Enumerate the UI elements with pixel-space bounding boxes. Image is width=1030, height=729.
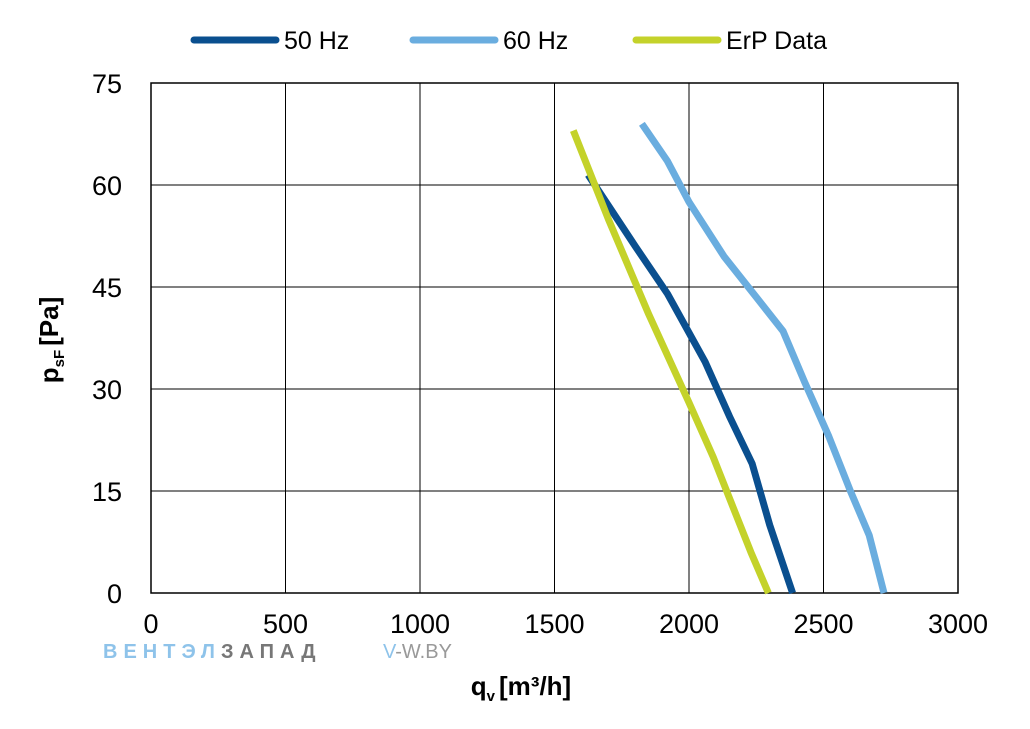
grid xyxy=(150,82,959,594)
x-axis-symbol: q xyxy=(471,671,487,701)
y-axis-unit: [Pa] xyxy=(34,297,64,346)
x-tick-label: 500 xyxy=(263,609,308,639)
series-line-erp-data xyxy=(570,129,772,595)
x-tick-label: 0 xyxy=(143,609,158,639)
y-tick-label: 30 xyxy=(92,375,122,405)
x-tick-label: 2500 xyxy=(793,609,853,639)
watermark-brand-part1: ВЕНТЭЛ xyxy=(103,641,221,663)
plot-border xyxy=(150,82,959,594)
x-tick-label: 1000 xyxy=(390,609,450,639)
watermark-site-rest: -W.BY xyxy=(395,641,452,663)
watermark: ВЕНТЭЛЗАПАД xyxy=(103,641,321,663)
legend-label: 50 Hz xyxy=(284,27,349,55)
legend-label: ErP Data xyxy=(726,27,827,55)
x-tick-label: 3000 xyxy=(928,609,988,639)
y-tick-label: 0 xyxy=(107,579,122,609)
watermark-site: V-W.BY xyxy=(383,641,452,663)
y-axis-subscript: sF xyxy=(51,350,68,368)
series-line-50-hz xyxy=(585,172,796,595)
x-axis-unit: [m³/h] xyxy=(499,671,571,701)
watermark-brand-part2: ЗАПАД xyxy=(221,641,322,663)
y-tick-label: 45 xyxy=(92,273,122,303)
x-tick-label: 1500 xyxy=(524,609,584,639)
y-tick-label: 15 xyxy=(92,477,122,507)
legend-label: 60 Hz xyxy=(503,27,568,55)
y-tick-label: 75 xyxy=(92,69,122,99)
series-layer xyxy=(570,121,888,595)
legend: 50 Hz 60 Hz ErP Data xyxy=(190,27,827,55)
x-axis-title: qv [m³/h] xyxy=(471,671,571,705)
series-line-60-hz xyxy=(639,121,888,594)
x-tick-label: 2000 xyxy=(659,609,719,639)
y-axis-title: psF [Pa] xyxy=(34,297,68,384)
tick-labels: 0 500 1000 1500 2000 2500 3000 0 15 30 45 60 75 xyxy=(92,69,988,639)
y-tick-label: 60 xyxy=(92,171,122,201)
y-axis-symbol: p xyxy=(34,367,64,383)
x-axis-subscript: v xyxy=(487,688,496,705)
watermark-site-v: V xyxy=(383,641,397,663)
